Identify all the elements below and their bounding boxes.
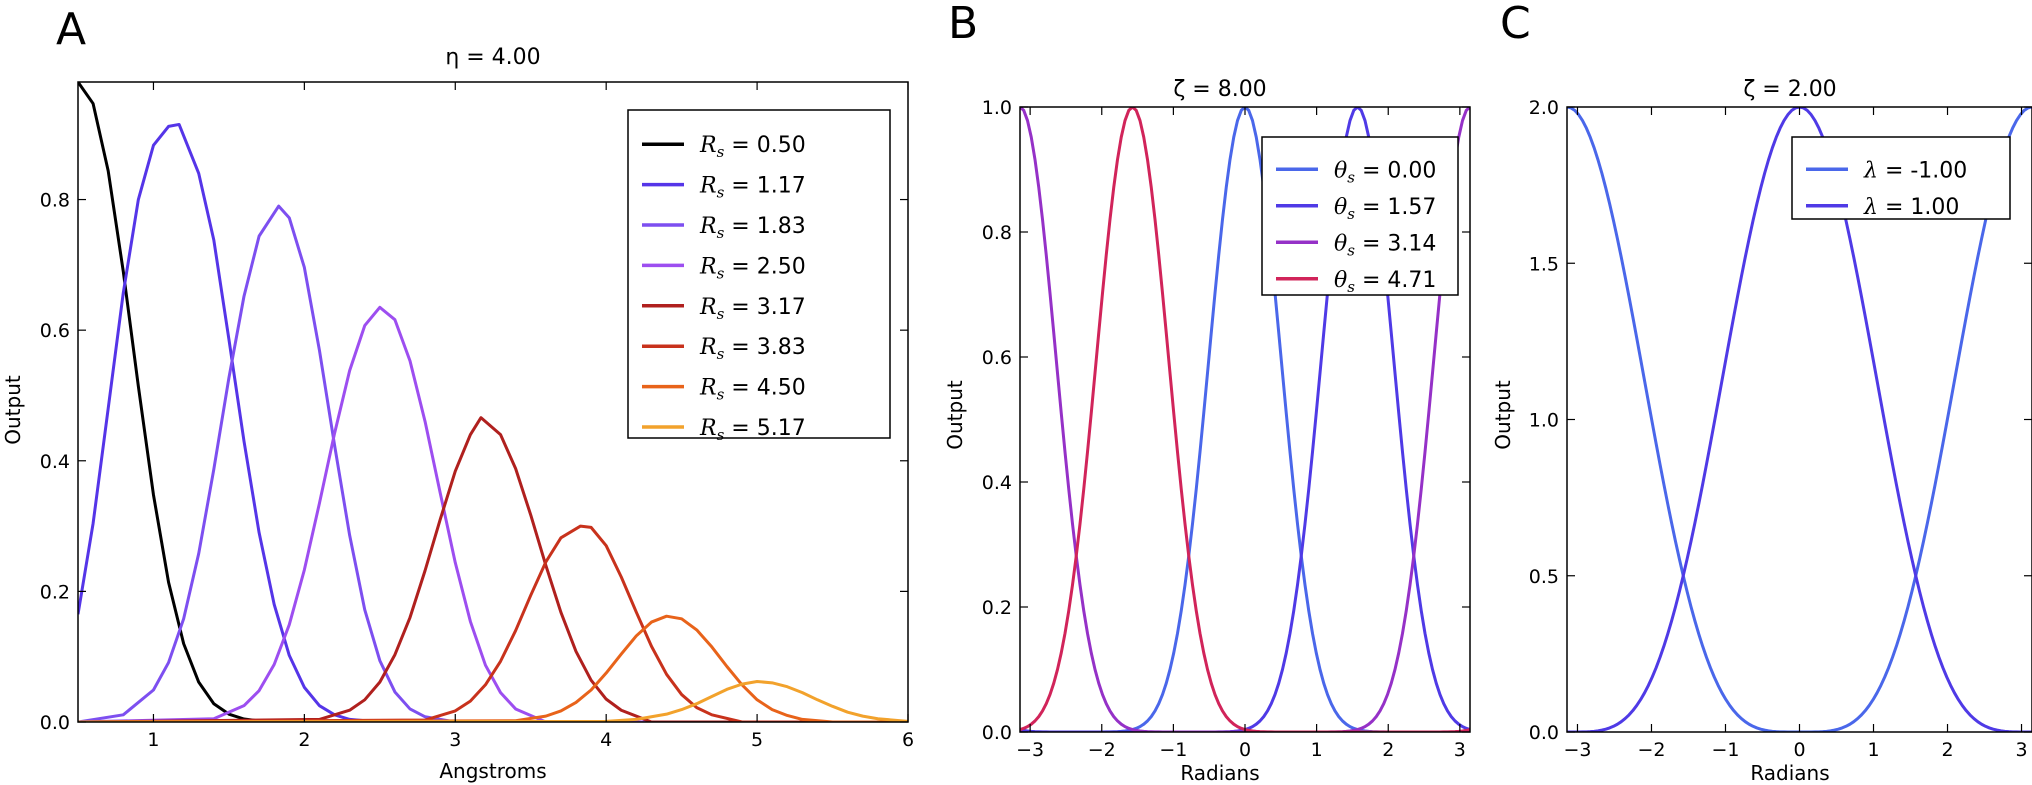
panel-b-ylabel: Output	[943, 380, 967, 450]
series-group	[78, 82, 908, 722]
y-tick-label: 0.6	[982, 347, 1012, 369]
panel-a-ylabel: Output	[1, 375, 25, 445]
x-tick-label: 3	[1454, 739, 1466, 761]
legend-box	[627, 109, 891, 439]
legend-label-2: Rs = 1.83	[699, 214, 806, 242]
legend-label-0: Rs = 0.50	[699, 133, 806, 161]
x-tick-label: −2	[1088, 739, 1116, 761]
panel-a-letter: A	[56, 4, 86, 55]
panel-a-title: η = 4.00	[445, 45, 540, 70]
panel-c: C ζ = 2.00 Radians Output −3 −2 −1 0 1 2 3 0.0 0…	[1491, 0, 2032, 785]
panel-b-title: ζ = 8.00	[1173, 77, 1266, 102]
panel-b-plot: −3 −2 −1 0 1 2 30.00.20.40.60.81.0θs = 0.00θs …	[982, 97, 1471, 761]
x-tick-label: 2	[1382, 739, 1394, 761]
plot-frame	[77, 81, 909, 723]
x-tick-label: 0	[1239, 739, 1251, 761]
y-tick-label: 0.0	[1529, 722, 1559, 744]
y-tick-label: 0.8	[982, 222, 1012, 244]
series-line-2	[78, 204, 908, 722]
x-tick-label: 6	[902, 729, 914, 751]
x-tick-label: 5	[751, 729, 763, 751]
legend-label-1: λ = 1.00	[1863, 195, 1959, 220]
legend-label-1: θs = 1.57	[1334, 195, 1436, 223]
legend: θs = 0.00 θs = 1.57 θs = 3.14 θs = 4.71	[1261, 136, 1459, 296]
x-tick-label: 2	[1941, 739, 1953, 761]
y-tick-label: 1.0	[1529, 410, 1559, 432]
series-group	[1567, 107, 2032, 732]
series-line-0	[1567, 107, 2032, 732]
x-tick-label: 1	[1867, 739, 1879, 761]
y-tick-label: 0.0	[40, 712, 70, 734]
panel-c-plot: −3 −2 −1 0 1 2 3 0.0 0.5 1.0 1.5 2.0 λ = -1.00 λ = 1.…	[1529, 97, 2032, 761]
panel-a: A η = 4.00 Angstroms Output 1 2 3 4 5 6 0.0 0.2…	[1, 4, 914, 783]
y-tick-label: 0.2	[982, 597, 1012, 619]
x-tick-label: 0	[1793, 739, 1805, 761]
y-tick-label: 0.6	[40, 320, 70, 342]
legend-label-2: θs = 3.14	[1334, 231, 1436, 259]
panel-a-xlabel: Angstroms	[439, 759, 546, 783]
series-line-1	[1567, 107, 2032, 732]
y-tick-label: 0.2	[40, 581, 70, 603]
panel-c-title: ζ = 2.00	[1743, 77, 1836, 102]
y-tick-label: 1.0	[982, 97, 1012, 119]
x-tick-label: 1	[1311, 739, 1323, 761]
legend-label-3: θs = 4.71	[1334, 268, 1436, 296]
y-tick-label: 0.0	[982, 722, 1012, 744]
legend-label-6: Rs = 4.50	[699, 376, 806, 404]
x-tick-label: −2	[1637, 739, 1665, 761]
panel-b-letter: B	[948, 0, 978, 49]
x-tick-label: −3	[1563, 739, 1591, 761]
y-tick-label: 0.5	[1529, 566, 1559, 588]
series-line-1	[78, 122, 908, 722]
panel-c-xlabel: Radians	[1750, 761, 1829, 785]
series-line-5	[78, 524, 908, 722]
y-tick-label: 2.0	[1529, 97, 1559, 119]
panel-b-xlabel: Radians	[1180, 761, 1259, 785]
y-tick-label: 0.4	[982, 472, 1012, 494]
legend-label-7: Rs = 5.17	[699, 416, 806, 444]
series-line-6	[78, 614, 908, 722]
legend-box	[1261, 136, 1459, 296]
x-tick-label: −1	[1159, 739, 1187, 761]
x-tick-label: 1	[147, 729, 159, 751]
legend: Rs = 0.50 Rs = 1.17 Rs = 1.83 Rs = 2.50 Rs =…	[627, 109, 891, 444]
legend-label-0: θs = 0.00	[1334, 158, 1436, 186]
series-line-7	[78, 680, 908, 722]
x-tick-label: −1	[1711, 739, 1739, 761]
x-tick-label: −3	[1016, 739, 1044, 761]
legend-label-0: λ = -1.00	[1863, 158, 1967, 183]
panel-c-ylabel: Output	[1491, 380, 1515, 450]
x-tick-label: 3	[2015, 739, 2027, 761]
legend-label-1: Rs = 1.17	[699, 174, 806, 202]
legend-label-5: Rs = 3.83	[699, 335, 806, 363]
legend-label-4: Rs = 3.17	[699, 295, 806, 323]
x-tick-label: 3	[449, 729, 461, 751]
y-tick-label: 1.5	[1529, 253, 1559, 275]
panel-c-letter: C	[1500, 0, 1531, 49]
y-tick-label: 0.4	[40, 451, 70, 473]
legend: λ = -1.00 λ = 1.00	[1791, 136, 2011, 220]
panel-b: B ζ = 8.00 Radians Output −3 −2 −1 0 1 2 3 0.0 0…	[943, 0, 1471, 785]
series-line-2	[1020, 107, 1470, 732]
legend-label-3: Rs = 2.50	[699, 254, 806, 282]
x-tick-label: 4	[600, 729, 612, 751]
x-tick-label: 2	[298, 729, 310, 751]
y-tick-label: 0.8	[40, 190, 70, 212]
